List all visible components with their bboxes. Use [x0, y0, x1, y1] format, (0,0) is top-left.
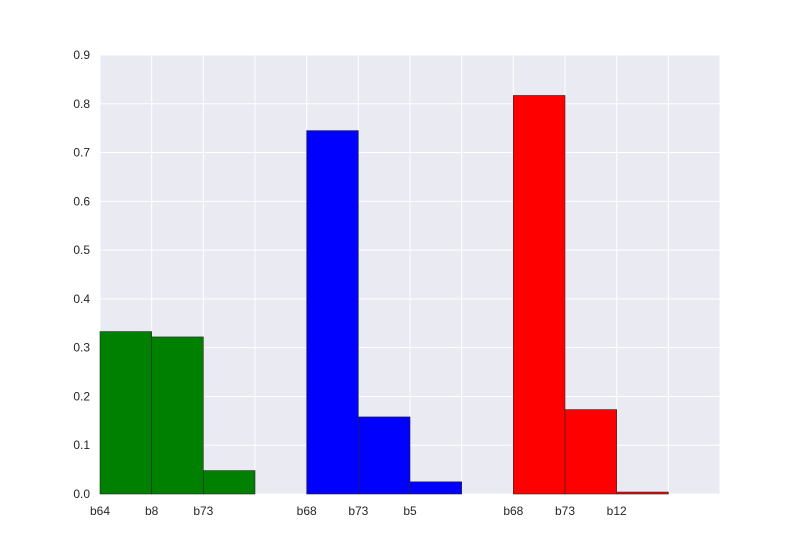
y-tick-label: 0.0 — [73, 487, 90, 501]
bar-b68 — [306, 130, 359, 495]
y-tick-label: 0.1 — [73, 438, 90, 452]
bar-b68 — [513, 95, 566, 495]
x-tick-label: b5 — [403, 504, 417, 518]
bar-b5 — [409, 481, 462, 495]
bar-b64 — [99, 331, 152, 495]
x-tick-labels: b64 b8 b73 b68 b73 b5 b68 b73 b12 — [90, 504, 627, 518]
x-tick-label: b12 — [607, 504, 627, 518]
y-tick-label: 0.2 — [73, 389, 90, 403]
x-tick-label: b64 — [90, 504, 110, 518]
y-tick-label: 0.8 — [73, 97, 90, 111]
x-tick-label: b68 — [297, 504, 317, 518]
y-tick-label: 0.3 — [73, 341, 90, 355]
y-tick-labels: 0.0 0.1 0.2 0.3 0.4 0.5 0.6 0.7 0.8 0.9 — [73, 48, 90, 501]
y-tick-label: 0.7 — [73, 146, 90, 160]
y-tick-label: 0.9 — [73, 48, 90, 62]
bar-b73 — [358, 416, 411, 495]
bar-b73 — [564, 409, 617, 495]
y-tick-label: 0.6 — [73, 194, 90, 208]
x-tick-label: b73 — [193, 504, 213, 518]
x-tick-label: b73 — [555, 504, 575, 518]
bars — [99, 95, 669, 495]
bar-b8 — [151, 336, 204, 495]
x-tick-label: b8 — [145, 504, 159, 518]
bar-b73 — [203, 470, 256, 495]
x-tick-label: b73 — [348, 504, 368, 518]
y-tick-label: 0.5 — [73, 243, 90, 257]
bar-b12 — [616, 491, 669, 495]
x-tick-label: b68 — [503, 504, 523, 518]
y-tick-label: 0.4 — [73, 292, 90, 306]
